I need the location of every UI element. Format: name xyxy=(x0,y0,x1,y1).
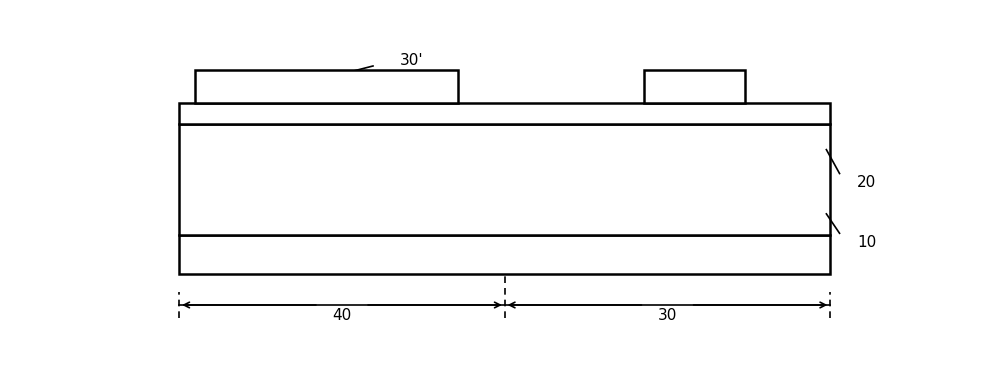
Bar xyxy=(644,71,745,103)
Bar xyxy=(195,71,458,103)
Text: 10: 10 xyxy=(857,235,877,250)
Text: 40: 40 xyxy=(332,308,352,323)
Bar xyxy=(179,235,830,274)
Text: 30': 30' xyxy=(400,52,424,68)
Bar xyxy=(179,124,830,235)
Text: 20: 20 xyxy=(857,175,877,190)
Text: 30: 30 xyxy=(658,308,677,323)
Bar xyxy=(179,103,830,124)
